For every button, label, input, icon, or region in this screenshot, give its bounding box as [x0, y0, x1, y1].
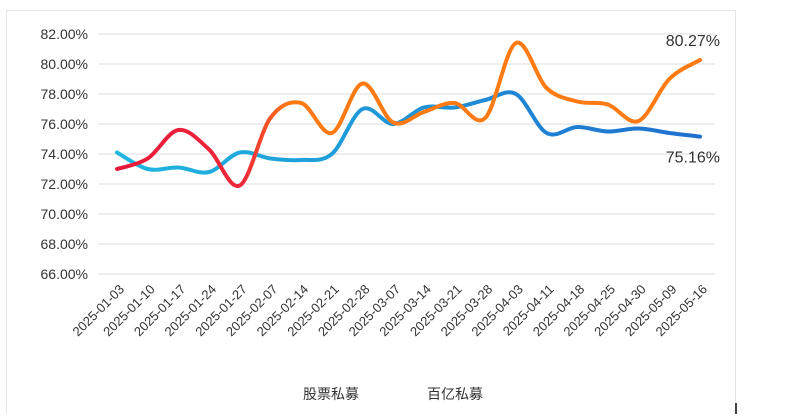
series-lines — [115, 40, 702, 188]
y-tick-label: 82.00% — [41, 26, 88, 42]
series-line-0 — [115, 90, 702, 175]
legend-label: 股票私募 — [303, 386, 359, 402]
y-tick-label: 66.00% — [41, 266, 88, 282]
chart-frame — [6, 10, 736, 414]
corner-mark — [735, 403, 737, 414]
y-tick-label: 80.00% — [41, 56, 88, 72]
data-label: 80.27% — [666, 33, 720, 50]
legend-label: 百亿私募 — [427, 386, 483, 402]
series-line-1 — [115, 40, 702, 188]
end-labels: 80.27% 75.16% — [666, 33, 720, 167]
legend: 股票私募 百亿私募 — [256, 386, 483, 402]
y-tick-label: 74.00% — [41, 146, 88, 162]
y-tick-label: 78.00% — [41, 86, 88, 102]
y-tick-label: 72.00% — [41, 176, 88, 192]
y-tick-label: 76.00% — [41, 116, 88, 132]
data-label: 75.16% — [666, 150, 720, 167]
grid-lines — [98, 33, 715, 275]
y-axis-ticks: 82.00% 80.00% 78.00% 76.00% 74.00% 72.00% 70.0… — [41, 26, 88, 282]
y-tick-label: 70.00% — [41, 206, 88, 222]
y-tick-label: 68.00% — [41, 236, 88, 252]
x-axis-ticks: 2025-01-032025-01-102025-01-172025-01-24… — [69, 282, 710, 340]
